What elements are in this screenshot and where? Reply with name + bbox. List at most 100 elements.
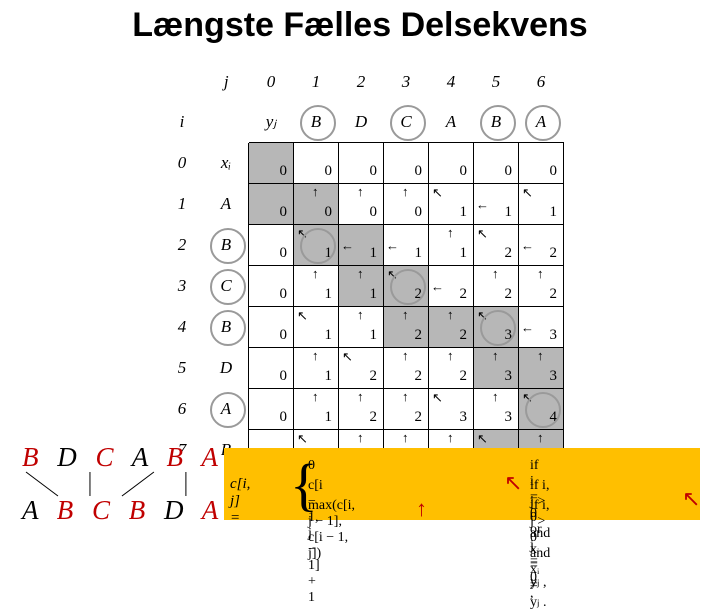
y-char: A (519, 102, 564, 143)
j-index: 2 (339, 62, 384, 102)
cell-value: 1 (370, 327, 378, 344)
cell-value: 1 (370, 245, 378, 262)
lcs-cell: 0 (249, 225, 294, 266)
arrow-up-icon: ↑ (537, 349, 544, 362)
x-char: A (204, 389, 249, 430)
cell-value: 2 (460, 327, 468, 344)
arrow-diag-icon: ↖ (477, 309, 488, 322)
x-char: B (204, 225, 249, 266)
seq-char: C (92, 495, 116, 525)
arrow-up-icon: ↑ (537, 267, 544, 280)
lcs-cell: ↑1 (294, 266, 339, 307)
arrow-up-icon: ↑ (357, 267, 364, 280)
arrow-diag-icon: ↖ (522, 391, 533, 404)
lcs-cell: ↑3 (474, 348, 519, 389)
cell-value: 3 (550, 368, 558, 385)
j-index: 0 (249, 62, 294, 102)
lcs-cell: 0 (249, 266, 294, 307)
i-index: 3 (160, 266, 204, 307)
lcs-cell: ↖2 (384, 266, 429, 307)
lcs-cell: 0 (249, 307, 294, 348)
lcs-cell: 0 (249, 143, 294, 184)
cell-value: 1 (550, 204, 558, 221)
lcs-cell: 0 (519, 143, 564, 184)
arrow-up-icon: ↑ (357, 308, 364, 321)
lcs-cell: ←2 (429, 266, 474, 307)
arrow-diag-icon: ↖ (432, 391, 443, 404)
arrow-up-icon: ↑ (357, 185, 364, 198)
arrow-diag-icon: ↖ (297, 432, 308, 445)
xi-label: xᵢ (204, 143, 249, 184)
cell-value: 2 (415, 409, 423, 426)
cell-value: 1 (325, 409, 333, 426)
lcs-cell: 0 (384, 143, 429, 184)
cell-value: 0 (370, 163, 378, 180)
lcs-cell: 0 (294, 143, 339, 184)
i-index: 6 (160, 389, 204, 430)
cell-value: 2 (505, 245, 513, 262)
cell-value: 1 (415, 245, 423, 262)
lcs-cell: ↑1 (339, 307, 384, 348)
y-char: A (429, 102, 474, 143)
cell-value: 0 (280, 245, 288, 262)
cell-value: 4 (550, 409, 558, 426)
lcs-cell: ↑2 (339, 389, 384, 430)
red-arrow-noteq-icon: ↖ (682, 488, 700, 510)
i-index: 4 (160, 307, 204, 348)
case-3-expr: max(c[i, j − 1], c[i − 1, j]) (308, 498, 355, 562)
y-char: B (474, 102, 519, 143)
arrow-up-icon: ↑ (312, 390, 319, 403)
slide-title: Længste Fælles Delsekvens (0, 6, 720, 45)
lcs-cell: 0 (249, 184, 294, 225)
lcs-cell: ↖1 (294, 307, 339, 348)
arrow-up-icon: ↑ (312, 185, 319, 198)
arrow-left-icon: ← (521, 321, 534, 334)
i-index: 1 (160, 184, 204, 225)
lcs-table-container: j0123456iyⱼBDCABA0xᵢ00000001A0↑0↑0↑0↖1←1… (160, 62, 564, 471)
case-1-expr: 0 (308, 458, 315, 474)
arrow-up-icon: ↑ (312, 349, 319, 362)
j-index: 5 (474, 62, 519, 102)
arrow-up-icon: ↑ (402, 390, 409, 403)
lcs-cell: ↑1 (294, 348, 339, 389)
j-index: 4 (429, 62, 474, 102)
y-char: C (384, 102, 429, 143)
lcs-cell: ←1 (474, 184, 519, 225)
arrow-diag-icon: ↖ (477, 432, 488, 445)
lcs-cell: ↖1 (294, 225, 339, 266)
arrow-up-icon: ↑ (447, 226, 454, 239)
cell-value: 1 (325, 327, 333, 344)
seq-char: B (22, 442, 45, 472)
cell-value: 1 (325, 286, 333, 303)
cell-value: 3 (505, 409, 513, 426)
lcs-cell: ↑2 (429, 307, 474, 348)
lcs-cell: 0 (339, 143, 384, 184)
lcs-cell: ↑3 (519, 348, 564, 389)
arrow-left-icon: ← (431, 280, 444, 293)
x-char: A (204, 184, 249, 225)
i-index: 0 (160, 143, 204, 184)
cell-value: 3 (505, 368, 513, 385)
lcs-cell: ←1 (384, 225, 429, 266)
cell-value: 0 (325, 204, 333, 221)
lcs-cell: ↑3 (474, 389, 519, 430)
lcs-cell: ↑2 (384, 389, 429, 430)
lcs-cell: ↑2 (384, 307, 429, 348)
arrow-up-icon: ↑ (402, 185, 409, 198)
j-index: 3 (384, 62, 429, 102)
arrow-up-icon: ↑ (312, 267, 319, 280)
cell-value: 0 (370, 204, 378, 221)
lcs-table: j0123456iyⱼBDCABA0xᵢ00000001A0↑0↑0↑0↖1←1… (160, 62, 564, 471)
seq-char: D (164, 495, 190, 525)
arrow-diag-icon: ↖ (477, 227, 488, 240)
arrow-diag-icon: ↖ (297, 227, 308, 240)
i-label: i (160, 102, 204, 143)
lcs-cell: ↖2 (339, 348, 384, 389)
cell-value: 0 (280, 327, 288, 344)
j-index: 1 (294, 62, 339, 102)
seq-char: B (129, 495, 152, 525)
i-index: 2 (160, 225, 204, 266)
seq-char: A (132, 442, 154, 472)
lcs-cell: 0 (474, 143, 519, 184)
lcs-cell: ↑1 (294, 389, 339, 430)
